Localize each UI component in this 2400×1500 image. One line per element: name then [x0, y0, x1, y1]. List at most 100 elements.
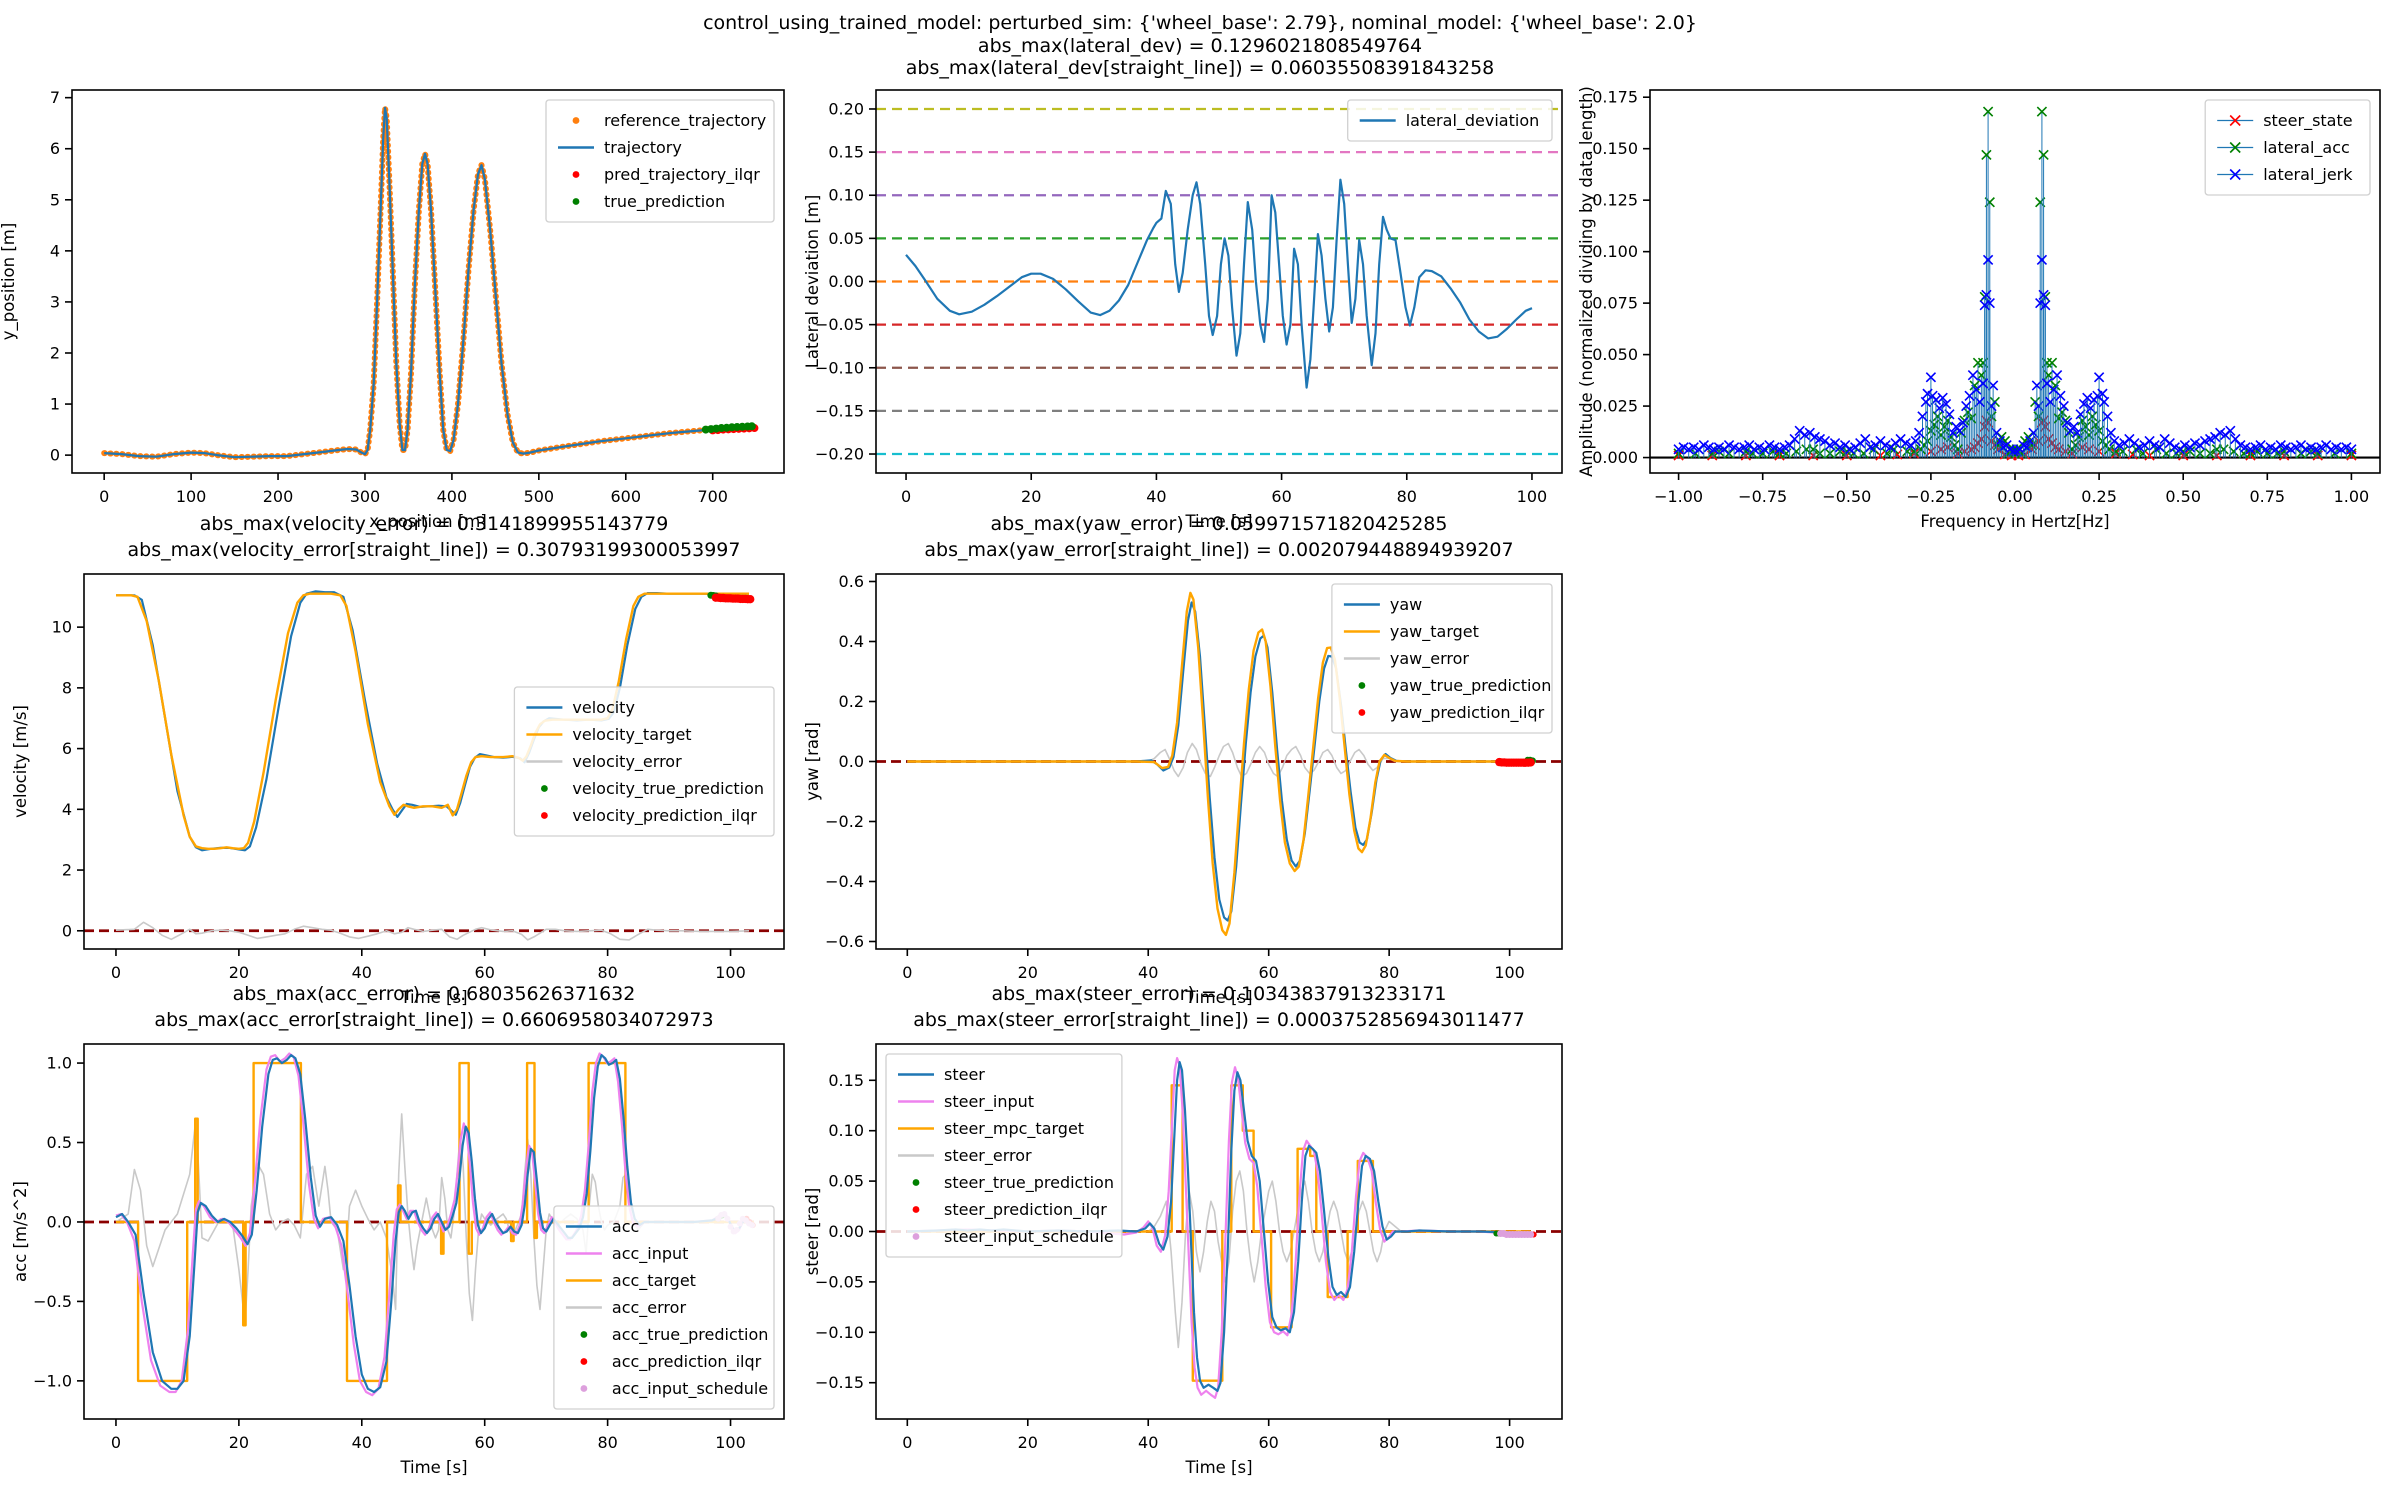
svg-text:2: 2 [50, 343, 60, 362]
svg-text:0.50: 0.50 [2165, 487, 2201, 506]
axes: −1.00 −0.75 −0.50 −0.25 0.00 0.25 0.50 0.75 1.00… [1592, 88, 2381, 506]
chart-steer: 0 20 40 60 80 100 −0.15 −0.10 −0.05 0.00 0.05 0.10 0… [803, 983, 1563, 1477]
svg-text:2: 2 [62, 861, 72, 880]
svg-text:4: 4 [50, 241, 60, 260]
svg-text:20: 20 [1018, 963, 1038, 982]
svg-text:0: 0 [902, 963, 912, 982]
svg-text:steer_input: steer_input [944, 1092, 1034, 1112]
svg-text:1.00: 1.00 [2334, 487, 2370, 506]
svg-text:40: 40 [1146, 487, 1166, 506]
svg-text:60: 60 [1271, 487, 1291, 506]
svg-text:−0.6: −0.6 [825, 932, 864, 951]
svg-text:steer_true_prediction: steer_true_prediction [944, 1173, 1114, 1193]
svg-text:acc_prediction_ilqr: acc_prediction_ilqr [612, 1352, 762, 1372]
svg-text:100: 100 [176, 487, 207, 506]
svg-text:0.125: 0.125 [1592, 191, 1638, 210]
legend-trajectory: reference_trajectory trajectory pred_traje… [545, 99, 775, 223]
svg-text:80: 80 [597, 1433, 617, 1452]
subplot-trajectory: 0 100 200 300 400 500 600 700 0 1 2 3 4 5 6 7 x_position… [0, 18, 806, 537]
svg-text:40: 40 [1138, 963, 1158, 982]
svg-text:0.10: 0.10 [828, 186, 864, 205]
svg-text:−0.25: −0.25 [1906, 487, 1955, 506]
svg-text:0: 0 [111, 1433, 121, 1452]
svg-text:0.10: 0.10 [828, 1121, 864, 1140]
svg-text:60: 60 [475, 1433, 495, 1452]
svg-text:yaw_prediction_ilqr: yaw_prediction_ilqr [1390, 703, 1545, 723]
svg-text:600: 600 [611, 487, 642, 506]
svg-text:0.050: 0.050 [1592, 345, 1638, 364]
svg-text:abs_max(steer_error[straight_l: abs_max(steer_error[straight_line]) = 0.… [913, 1009, 1524, 1031]
svg-text:0.15: 0.15 [828, 143, 864, 162]
svg-text:velocity_target: velocity_target [572, 725, 691, 745]
svg-text:400: 400 [437, 487, 468, 506]
svg-text:−1.00: −1.00 [1654, 487, 1703, 506]
svg-text:−0.15: −0.15 [815, 1373, 864, 1392]
svg-text:8: 8 [62, 678, 72, 697]
svg-text:0.15: 0.15 [828, 1071, 864, 1090]
x-axis-label: x_position [m] [369, 512, 487, 532]
svg-text:−0.05: −0.05 [815, 315, 864, 334]
svg-text:20: 20 [1018, 1433, 1038, 1452]
chart-lateral_deviation: 0 20 40 60 80 100 −0.20 −0.15 −0.10 −0.05 0.00 0.05… [803, 89, 1563, 531]
svg-text:0.2: 0.2 [839, 692, 864, 711]
legend-acc: acc acc_input acc_target acc_error acc_true_… [553, 1205, 775, 1410]
figure-suptitle-line1: control_using_trained_model: perturbed_s… [703, 12, 1697, 34]
svg-text:−0.75: −0.75 [1738, 487, 1787, 506]
svg-text:0.05: 0.05 [828, 229, 864, 248]
subplot-yaw: 0 20 40 60 80 100 −0.6 −0.4 −0.2 0.0 0.2 0.4 0.6 abs_… [802, 502, 1584, 1013]
svg-text:0.20: 0.20 [828, 99, 864, 118]
svg-text:abs_max(acc_error[straight_lin: abs_max(acc_error[straight_line]) = 0.66… [154, 1009, 713, 1031]
svg-text:−0.05: −0.05 [815, 1272, 864, 1291]
y-axis-label: Amplitude (normalized dividing by data l… [1577, 86, 1596, 477]
series-steer [907, 1061, 1531, 1392]
series-yaw_prediction_ilqr [1495, 757, 1535, 767]
series-lateral_deviation [905, 178, 1533, 389]
svg-text:20: 20 [1021, 487, 1041, 506]
svg-text:abs_max(steer_error) = 0.10343: abs_max(steer_error) = 0.103438379132331… [992, 983, 1447, 1005]
svg-text:6: 6 [50, 139, 60, 158]
svg-text:500: 500 [524, 487, 555, 506]
svg-text:300: 300 [350, 487, 381, 506]
svg-text:steer_input_schedule: steer_input_schedule [944, 1227, 1114, 1247]
x-axis-label: Time [s] [399, 1458, 467, 1477]
x-axis-label: Time [s] [1184, 988, 1252, 1007]
svg-text:acc_target: acc_target [612, 1271, 696, 1291]
svg-text:0.025: 0.025 [1592, 397, 1638, 416]
svg-text:0.5: 0.5 [47, 1133, 72, 1152]
svg-text:abs_max(velocity_error) = 0.31: abs_max(velocity_error) = 0.314189995514… [200, 513, 669, 535]
svg-text:0: 0 [62, 921, 72, 940]
legend-yaw: yaw yaw_target yaw_error yaw_true_predictio… [1331, 583, 1553, 734]
svg-text:0: 0 [50, 446, 60, 465]
svg-text:lateral_jerk: lateral_jerk [2263, 165, 2353, 185]
axes: 0 20 40 60 80 100 −1.0 −0.5 0.0 0.5 1.0 [33, 1043, 785, 1452]
svg-text:0: 0 [901, 487, 911, 506]
svg-text:true_prediction: true_prediction [604, 192, 725, 212]
svg-text:60: 60 [1259, 1433, 1279, 1452]
svg-text:60: 60 [475, 963, 495, 982]
svg-text:5: 5 [50, 190, 60, 209]
svg-text:−0.10: −0.10 [815, 1323, 864, 1342]
svg-text:80: 80 [1379, 963, 1399, 982]
svg-text:steer_state: steer_state [2263, 111, 2352, 131]
x-axis-label: Time [s] [1184, 512, 1252, 531]
svg-text:lateral_deviation: lateral_deviation [1406, 111, 1540, 131]
axes: 0 20 40 60 80 100 −0.20 −0.15 −0.10 −0.05 0.00 0.05… [815, 89, 1563, 506]
svg-text:100: 100 [715, 1433, 746, 1452]
svg-text:4: 4 [62, 800, 72, 819]
series-velocity_error [115, 921, 750, 941]
subplot-velocity: 0 20 40 60 80 100 0 2 4 6 8 10 abs_max(velocity_erro… [10, 502, 806, 1013]
svg-text:−0.10: −0.10 [815, 358, 864, 377]
svg-text:yaw_true_prediction: yaw_true_prediction [1390, 676, 1551, 696]
svg-text:acc_input: acc_input [612, 1244, 689, 1264]
svg-text:0: 0 [902, 1433, 912, 1452]
series-acc_input [115, 1052, 755, 1397]
chart-titles: Frequency in Hertz[Hz] Amplitude (normali… [1577, 86, 2110, 531]
chart-titles: abs_max(yaw_error) = 0.05997157182042528… [803, 513, 1514, 1007]
svg-text:0.175: 0.175 [1592, 88, 1638, 107]
svg-text:200: 200 [263, 487, 294, 506]
svg-text:−0.20: −0.20 [815, 445, 864, 464]
svg-text:pred_trajectory_ilqr: pred_trajectory_ilqr [604, 165, 760, 185]
chart-titles: abs_max(velocity_error) = 0.314189995514… [11, 513, 740, 1007]
svg-text:6: 6 [62, 739, 72, 758]
